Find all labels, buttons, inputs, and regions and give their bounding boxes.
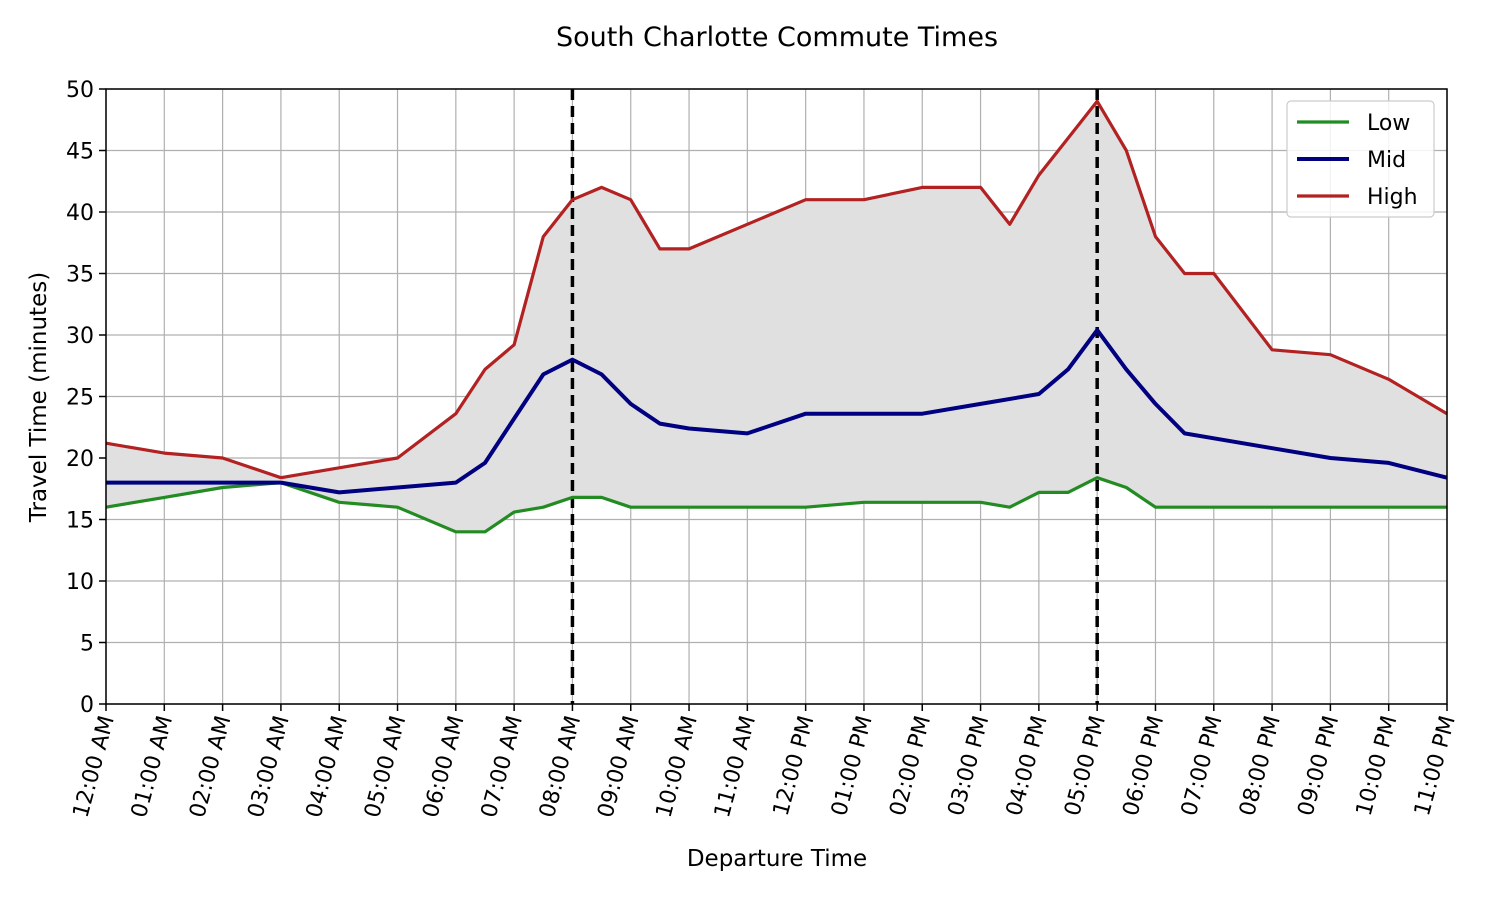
y-tick-label: 5 — [80, 632, 94, 657]
x-axis-label: Departure Time — [687, 846, 867, 872]
y-tick-label: 45 — [66, 140, 94, 165]
y-tick-label: 25 — [66, 386, 94, 411]
legend-label-high: High — [1367, 185, 1418, 210]
series-line-high — [105, 99, 1448, 480]
chart-title: South Charlotte Commute Times — [556, 22, 998, 53]
series-line-low — [105, 476, 1447, 534]
y-tick-label: 0 — [80, 693, 94, 718]
y-tick-label: 40 — [66, 201, 94, 226]
y-tick-label: 20 — [66, 447, 94, 472]
y-tick-label: 35 — [66, 263, 94, 288]
y-tick-label: 10 — [66, 570, 94, 595]
y-tick-label: 15 — [66, 509, 94, 534]
vertical-markers — [570, 89, 1099, 704]
legend-box — [1286, 100, 1435, 218]
low-high-range-fill — [106, 101, 1447, 532]
legend-label-mid: Mid — [1367, 148, 1406, 173]
y-tick-label: 50 — [66, 78, 94, 103]
y-axis-label: Travel Time (minutes) — [26, 272, 52, 523]
legend-label-low: Low — [1367, 111, 1410, 136]
series-lines — [105, 99, 1448, 534]
legend: Low Mid High — [1286, 100, 1435, 218]
y-axis-ticks: 0 5 10 15 20 25 30 35 40 45 50 — [66, 78, 106, 718]
series-line-mid — [106, 328, 1448, 495]
range-fill-area — [106, 101, 1447, 532]
y-tick-label: 30 — [66, 324, 94, 349]
